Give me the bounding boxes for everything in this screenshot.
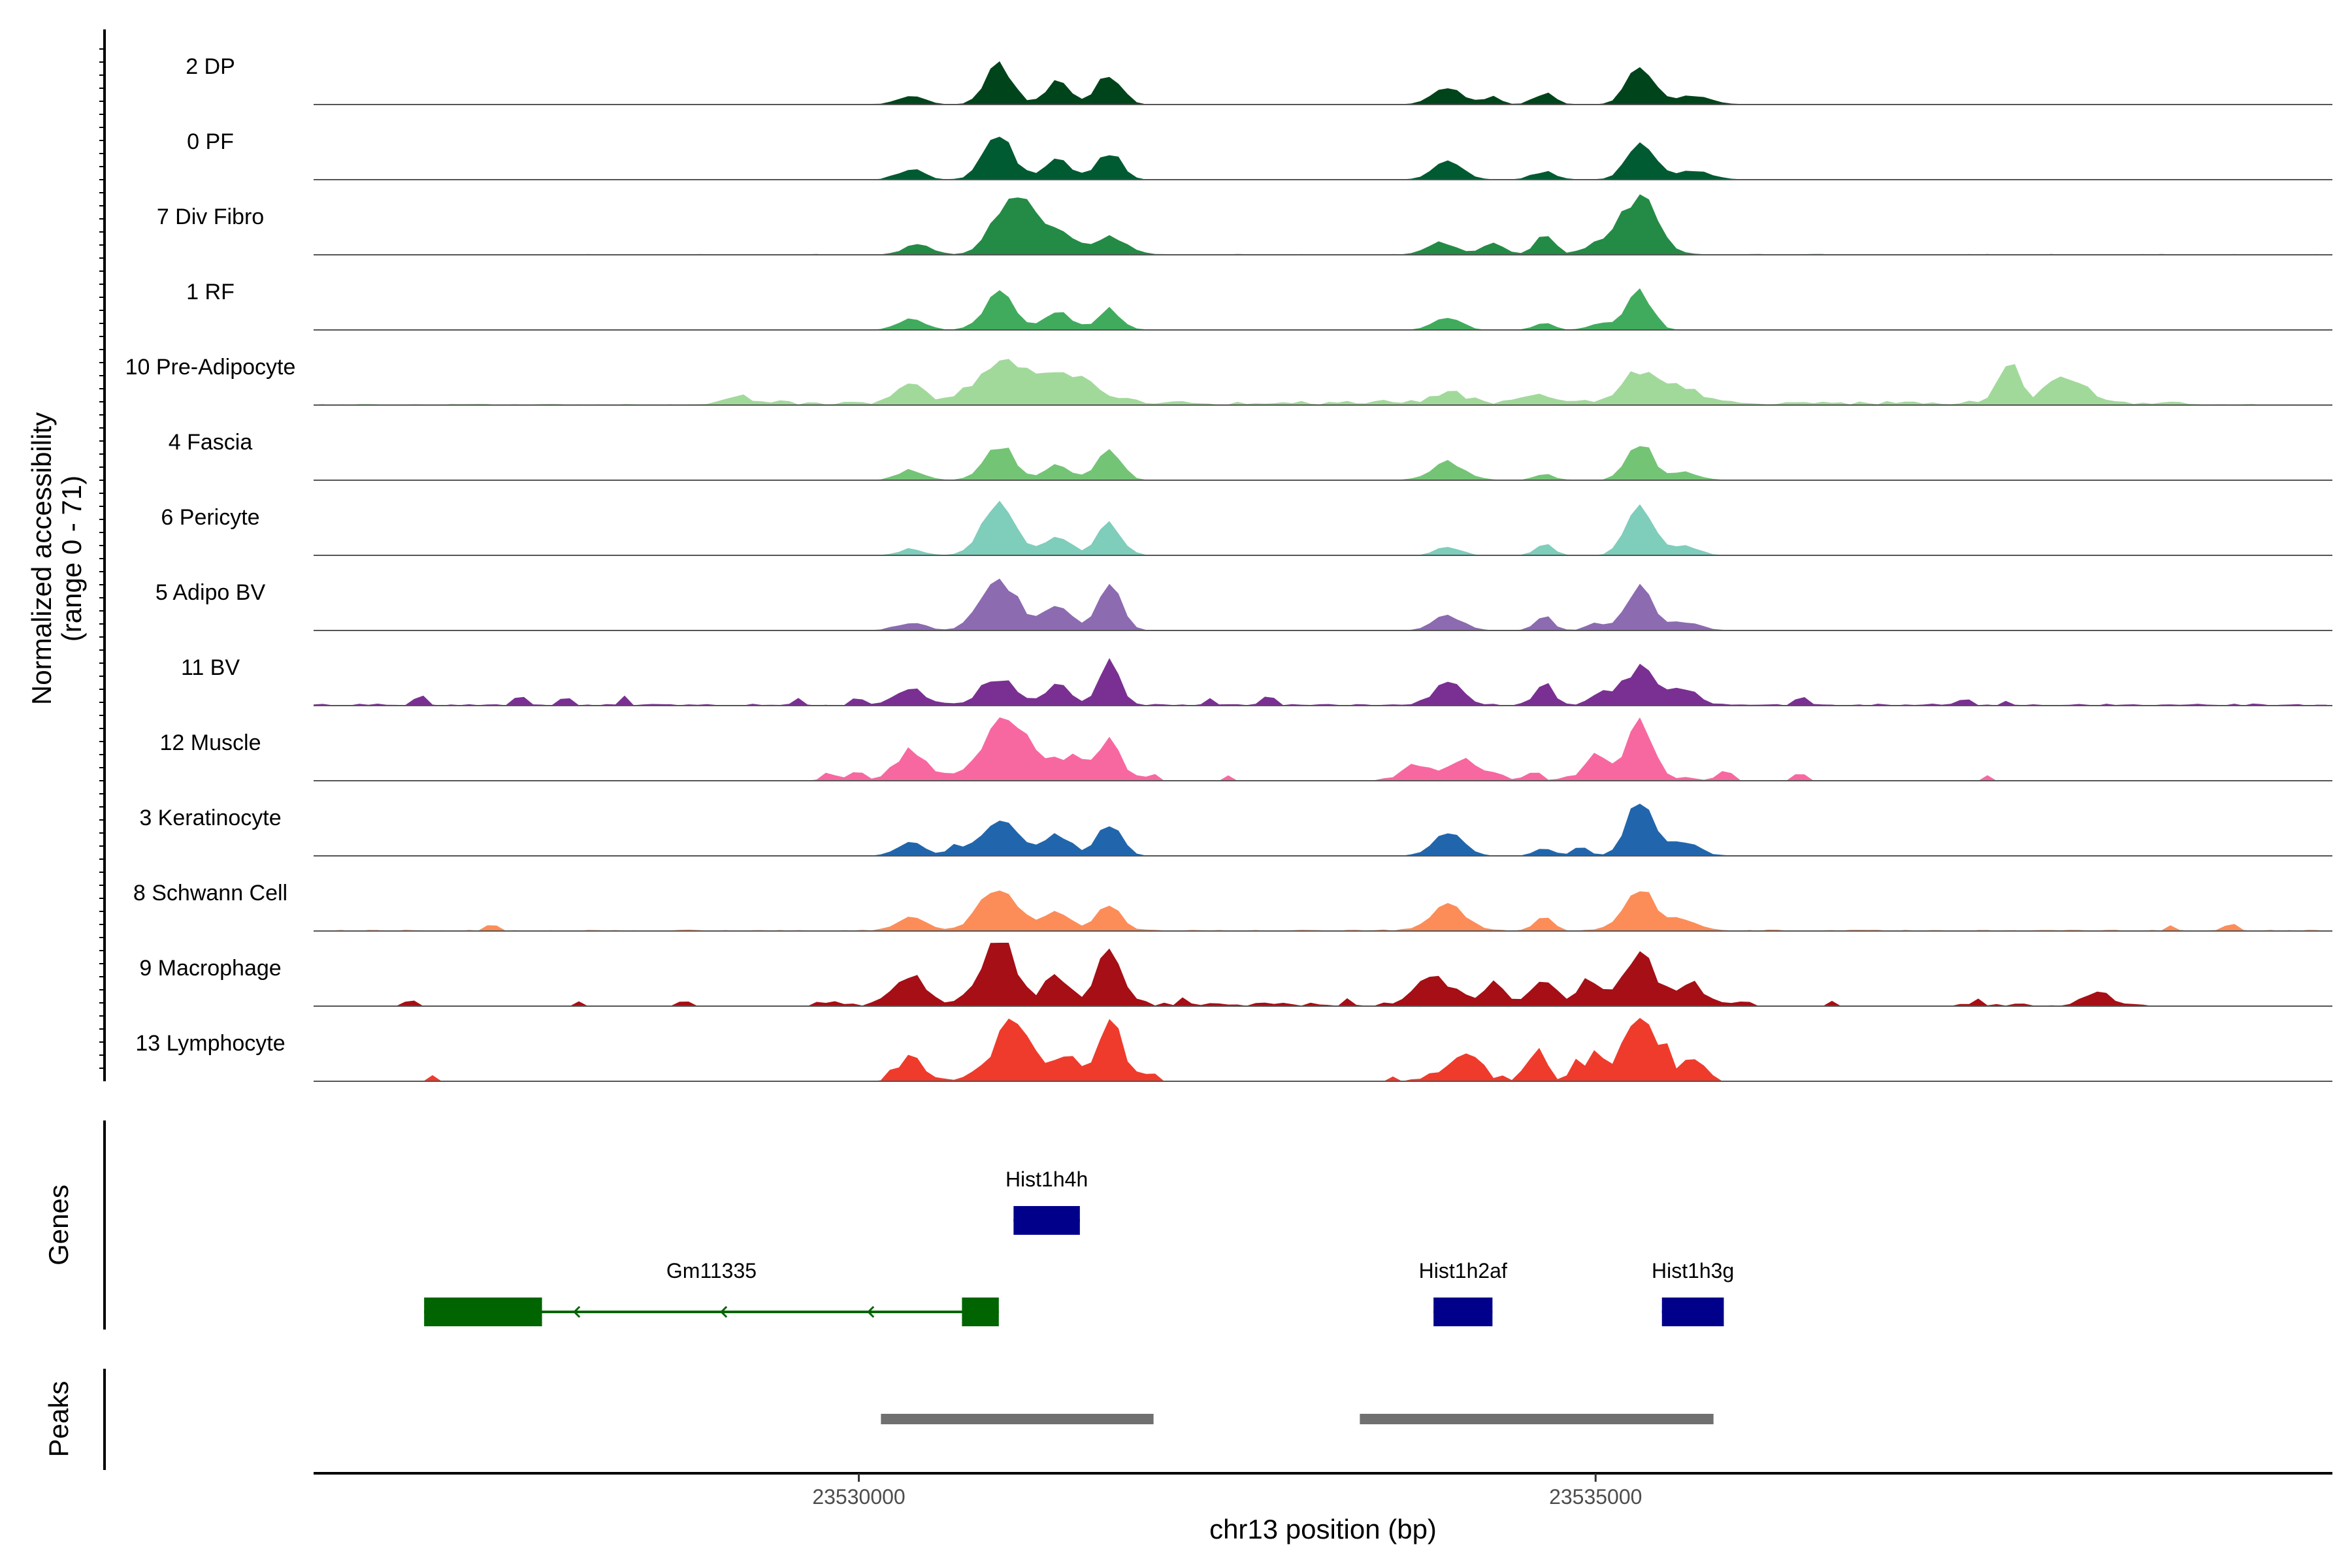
strand-arrow: [720, 1305, 728, 1318]
peak-region-track: [881, 1414, 1714, 1424]
y-axis-range-label: (range 0 - 71): [56, 476, 87, 642]
track-12: 8 Schwann Cell: [133, 881, 2332, 932]
x-axis-title: chr13 position (bp): [1209, 1514, 1437, 1544]
track-label: 7 Div Fibro: [157, 204, 264, 229]
track-label: 8 Schwann Cell: [133, 881, 287, 906]
coverage-area: [314, 658, 2332, 706]
gene-hist1h3g: Hist1h3g: [1652, 1259, 1734, 1326]
coverage-area: [314, 500, 2332, 555]
track-8: 5 Adipo BV: [155, 578, 2332, 631]
gene-hist1h2af: Hist1h2af: [1419, 1259, 1507, 1326]
track-label: 5 Adipo BV: [155, 580, 266, 605]
coverage-y-ticks: [99, 48, 105, 1069]
coverage-area: [314, 1018, 2332, 1081]
gene-gm11335: Gm11335: [424, 1259, 999, 1326]
peaks-panel-title: Peaks: [43, 1381, 74, 1458]
track-4: 1 RF: [186, 280, 2332, 331]
track-14: 13 Lymphocyte: [135, 1018, 2332, 1082]
coverage-area: [314, 61, 2332, 105]
gene-exon: [1433, 1298, 1493, 1326]
x-tick-label: 23530000: [812, 1485, 905, 1509]
track-10: 12 Muscle: [160, 717, 2332, 781]
gene-label: Gm11335: [666, 1259, 757, 1282]
gene-exon: [962, 1298, 999, 1326]
coverage-area: [314, 137, 2332, 180]
track-label: 3 Keratinocyte: [139, 806, 281, 830]
coverage-area: [314, 288, 2332, 330]
gene-label: Hist1h3g: [1652, 1259, 1734, 1282]
track-label: 4 Fascia: [169, 430, 253, 455]
gene-hist1h4h: Hist1h4h: [1005, 1168, 1088, 1235]
gene-annotation-track: Hist1h4h Gm11335 Hist1h2af Hist1h3g: [424, 1168, 1734, 1326]
gene-exon: [424, 1298, 542, 1326]
x-tick-label: 23535000: [1549, 1485, 1642, 1509]
coverage-tracks: 2 DP 0 PF 7 Div Fibro 1 RF 10 Pre-Adipocyte 4…: [125, 54, 2332, 1082]
track-13: 9 Macrophage: [139, 943, 2332, 1007]
track-3: 7 Div Fibro: [157, 194, 2332, 255]
genes-panel-title: Genes: [43, 1184, 74, 1266]
coverage-area: [314, 578, 2332, 630]
track-5: 10 Pre-Adipocyte: [125, 355, 2332, 406]
track-7: 6 Pericyte: [161, 500, 2332, 556]
coverage-area: [314, 717, 2332, 781]
peak-region: [881, 1414, 1154, 1424]
y-axis-title: Normalized accessibility: [26, 412, 57, 705]
coverage-area: [314, 943, 2332, 1006]
track-label: 2 DP: [186, 54, 235, 79]
coverage-area: [314, 804, 2332, 856]
track-6: 4 Fascia: [169, 430, 2332, 481]
strand-arrow: [867, 1305, 875, 1318]
gene-exon: [1661, 1298, 1724, 1326]
track-label: 6 Pericyte: [161, 505, 259, 530]
track-1: 2 DP: [186, 54, 2332, 105]
track-label: 13 Lymphocyte: [135, 1031, 285, 1056]
gene-label: Hist1h2af: [1419, 1259, 1507, 1282]
track-label: 1 RF: [186, 280, 235, 304]
track-label: 12 Muscle: [160, 730, 261, 755]
track-label: 10 Pre-Adipocyte: [125, 355, 296, 380]
strand-arrow: [573, 1305, 581, 1318]
coverage-area: [314, 194, 2332, 255]
track-11: 3 Keratinocyte: [139, 804, 2332, 857]
track-label: 0 PF: [187, 129, 234, 154]
track-9: 11 BV: [181, 655, 2332, 706]
track-label: 9 Macrophage: [139, 956, 281, 981]
coverage-area: [314, 890, 2332, 931]
gene-exon: [1013, 1206, 1080, 1235]
peak-region: [1360, 1414, 1714, 1424]
track-label: 11 BV: [181, 655, 240, 680]
coverage-area: [314, 446, 2332, 480]
gene-label: Hist1h4h: [1005, 1168, 1088, 1191]
x-axis-ticks: 23530000 23535000: [812, 1473, 1642, 1509]
track-2: 0 PF: [187, 129, 2332, 180]
coverage-area: [314, 359, 2332, 405]
